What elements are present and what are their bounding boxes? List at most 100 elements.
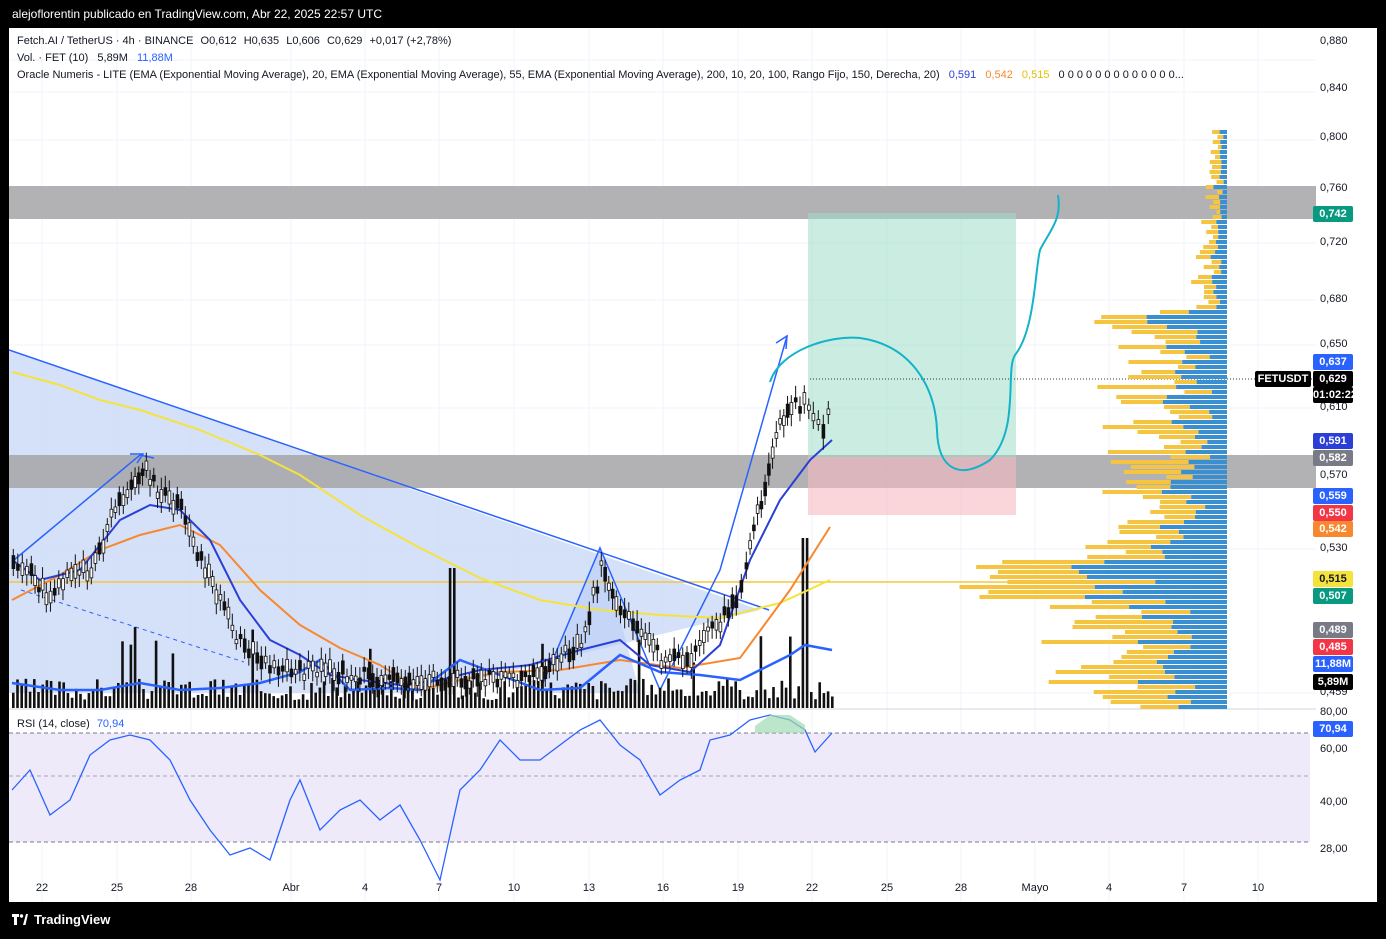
volume-profile-bar bbox=[1171, 625, 1227, 629]
volume-profile-bar bbox=[1074, 620, 1174, 624]
candle-body bbox=[247, 648, 251, 659]
candle-body bbox=[443, 679, 448, 691]
volume-profile-bar bbox=[1094, 320, 1148, 324]
volume-bar bbox=[314, 692, 317, 708]
volume-bar bbox=[671, 690, 674, 708]
volume-bar bbox=[465, 679, 469, 708]
volume-profile-bar bbox=[1195, 510, 1227, 514]
volume-profile-bar bbox=[1159, 310, 1189, 314]
volume-bar bbox=[650, 684, 653, 708]
volume-profile-bar bbox=[1223, 180, 1227, 184]
candle-body bbox=[159, 489, 164, 503]
volume-bar bbox=[818, 682, 821, 708]
volume-profile-bar bbox=[1207, 440, 1227, 444]
volume-profile-bar bbox=[1128, 375, 1182, 379]
candle-body bbox=[289, 668, 294, 678]
candle-body bbox=[647, 633, 652, 646]
symbol-legend: Fetch.AI / TetherUS · 4h · BINANCE O0,61… bbox=[17, 35, 451, 47]
tradingview-logo[interactable]: TradingView bbox=[12, 912, 110, 927]
candle-body bbox=[663, 656, 668, 663]
volume-bar bbox=[28, 691, 32, 708]
volume-profile-bar bbox=[1204, 285, 1217, 289]
volume-bar bbox=[37, 692, 40, 708]
volume-profile-bar bbox=[1203, 245, 1218, 249]
candle-body bbox=[226, 606, 231, 620]
candle-body bbox=[755, 504, 760, 514]
candle-body bbox=[11, 555, 16, 570]
volume-bar bbox=[667, 678, 670, 708]
volume-bar bbox=[558, 698, 561, 708]
candle-body bbox=[618, 605, 623, 616]
candle-body bbox=[129, 479, 134, 490]
volume-bar bbox=[331, 678, 334, 708]
volume-profile-bar bbox=[1210, 150, 1220, 154]
volume-profile-bar bbox=[1097, 385, 1177, 389]
volume-profile-bar bbox=[1211, 175, 1220, 179]
volume-profile-bar bbox=[1194, 435, 1227, 439]
indicator-line: Oracle Numeris - LITE (EMA (Exponential … bbox=[17, 69, 940, 81]
volume-profile-bar bbox=[1216, 240, 1227, 244]
volume-profile-bar bbox=[1130, 465, 1195, 469]
candle-body bbox=[69, 567, 74, 582]
volume-bar bbox=[587, 682, 590, 708]
volume-profile-bar bbox=[1211, 390, 1227, 394]
volume-profile-bar bbox=[1129, 605, 1227, 609]
volume-bar bbox=[49, 680, 53, 708]
candle-body bbox=[125, 489, 130, 498]
volume-profile-bar bbox=[1220, 200, 1227, 204]
volume-profile-bar bbox=[1102, 695, 1168, 699]
candle-body bbox=[689, 653, 694, 668]
volume-profile-bar bbox=[1184, 350, 1227, 354]
volume-bar bbox=[478, 682, 481, 708]
volume-bar bbox=[629, 678, 632, 708]
volume-bar bbox=[285, 693, 288, 708]
volume-bar bbox=[121, 641, 124, 708]
volume-profile-bar bbox=[1118, 345, 1167, 349]
candle-body bbox=[475, 673, 480, 687]
volume-profile-bar bbox=[1140, 705, 1179, 709]
volume-bar bbox=[255, 679, 259, 708]
volume-profile-bar bbox=[1209, 240, 1217, 244]
price-tick-label: 0,610 bbox=[1320, 401, 1348, 413]
volume-profile-bar bbox=[1154, 335, 1197, 339]
volume-bar bbox=[625, 685, 628, 708]
volume-bar bbox=[264, 693, 267, 708]
candle-body bbox=[744, 562, 749, 570]
chart-canvas[interactable] bbox=[8, 28, 1316, 902]
candle-body bbox=[676, 652, 681, 659]
volume-bar bbox=[562, 687, 565, 708]
volume-bar bbox=[747, 696, 750, 708]
volume-profile-bar bbox=[1182, 360, 1227, 364]
volume-profile-bar bbox=[1137, 685, 1196, 689]
volume-profile-bar bbox=[1162, 550, 1227, 554]
candle-body bbox=[171, 500, 176, 515]
volume-bar bbox=[730, 686, 733, 708]
volume-bar bbox=[579, 683, 582, 708]
brand-name: TradingView bbox=[34, 912, 111, 927]
candle-body bbox=[672, 648, 677, 662]
price-tick-label: 0,720 bbox=[1320, 236, 1348, 248]
candle-body bbox=[495, 678, 500, 688]
price-tag: FETUSDT bbox=[1255, 371, 1311, 387]
volume-bar bbox=[448, 568, 452, 708]
price-tick-label: 0,840 bbox=[1320, 82, 1348, 94]
candle-body bbox=[798, 406, 802, 414]
volume-profile-bar bbox=[1166, 395, 1227, 399]
ema-trail: 0 0 0 0 0 0 0 0 0 0 0 0 0... bbox=[1058, 69, 1184, 81]
volume-profile-bar bbox=[1093, 690, 1176, 694]
time-tick-label: 7 bbox=[435, 882, 443, 894]
candle-body bbox=[411, 679, 416, 690]
volume-bar bbox=[411, 689, 414, 708]
volume-bar bbox=[12, 692, 15, 708]
chart-frame[interactable] bbox=[8, 28, 1316, 902]
axis-gap bbox=[1377, 28, 1386, 902]
candle-body bbox=[627, 611, 631, 620]
volume-bar bbox=[100, 687, 103, 708]
volume-profile-bar bbox=[1167, 655, 1227, 659]
candle-body bbox=[52, 587, 57, 596]
ohlc-change: +0,017 (+2,78%) bbox=[369, 35, 452, 47]
volume-bar bbox=[104, 696, 107, 708]
candle-body bbox=[167, 490, 172, 505]
volume-bar bbox=[66, 693, 70, 708]
volume-bar bbox=[360, 692, 364, 708]
